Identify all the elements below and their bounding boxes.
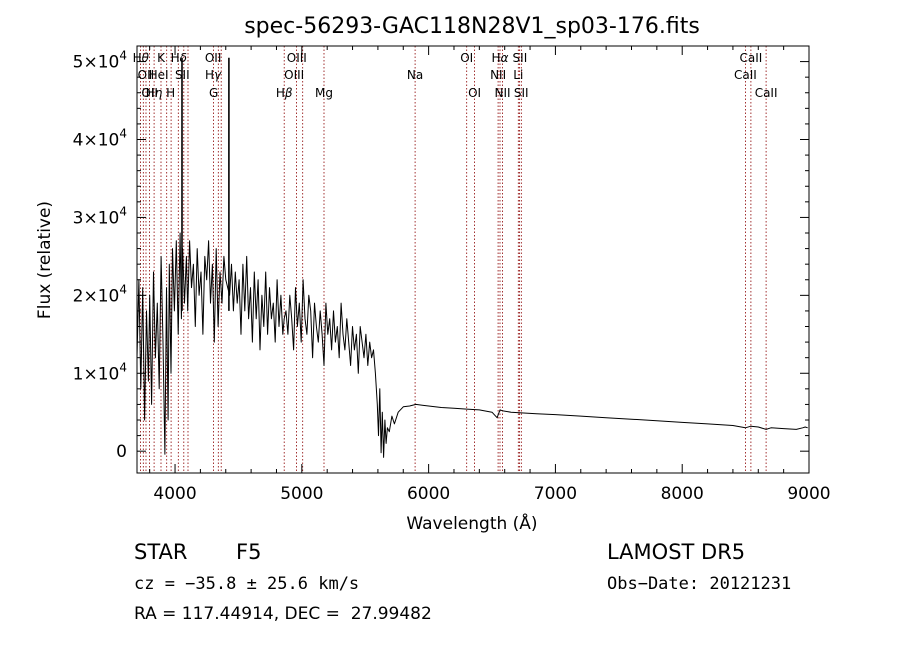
spectrum-series	[136, 57, 808, 458]
line-label-25: CaII	[739, 51, 762, 65]
emission-line-markers	[139, 46, 767, 473]
line-label-22: SII	[513, 51, 528, 65]
line-label-18: OI	[468, 86, 481, 100]
x-tick-label-0: 4000	[153, 484, 196, 504]
line-label-3: Hη	[146, 86, 163, 100]
coordinates: RA = 117.44914, DEC = 27.99482	[134, 604, 432, 624]
line-label-27: CaII	[755, 86, 778, 100]
y-tick-label-5: 5×104	[73, 49, 127, 73]
x-tick-label-4: 8000	[661, 484, 704, 504]
plot-frame	[136, 45, 810, 474]
x-tick-label-5: 9000	[787, 484, 830, 504]
line-label-15: Mg	[315, 86, 333, 100]
y-tick-label-1: 1×104	[73, 360, 127, 384]
emission-line-labels: HθOIIOIIHηKHeIHHδSIIOIIHγGOIIIOIIIHβMgNa…	[133, 51, 778, 100]
x-tick-label-1: 5000	[280, 484, 323, 504]
series-line-0	[136, 232, 808, 458]
y-axis: 0 1×104 2×104 3×104 4×104 5×104	[73, 49, 809, 462]
line-label-13: OIII	[284, 68, 304, 82]
line-label-24: SII	[514, 86, 529, 100]
line-label-2: OII	[141, 86, 158, 100]
line-label-9: OII	[205, 51, 222, 65]
x-axis-label: Wavelength (Å)	[406, 512, 537, 534]
x-tick-label-3: 7000	[534, 484, 577, 504]
line-label-23: Li	[513, 68, 523, 82]
spectral-subclass: F5	[236, 540, 262, 564]
redshift-cz: cz = −35.8 ± 25.6 km/s	[134, 574, 360, 594]
survey-name: LAMOST DR5	[607, 540, 746, 564]
object-class: STAR	[134, 540, 188, 564]
y-axis-label: Flux (relative)	[35, 201, 55, 319]
line-label-6: H	[166, 86, 175, 100]
line-label-21: NII	[494, 86, 510, 100]
chart-title: spec-56293-GAC118N28V1_sp03-176.fits	[244, 14, 700, 39]
line-label-14: Hβ	[276, 86, 293, 100]
line-label-12: OIII	[287, 51, 307, 65]
x-tick-label-2: 6000	[407, 484, 450, 504]
line-label-19: Hα	[492, 51, 509, 65]
line-label-16: Na	[407, 68, 423, 82]
line-label-26: CaII	[734, 68, 757, 82]
line-label-20: NII	[490, 68, 506, 82]
line-label-4: K	[157, 51, 166, 65]
x-axis: 4000 5000 6000 7000 8000 9000	[149, 46, 831, 504]
line-label-17: OI	[460, 51, 473, 65]
y-tick-label-2: 2×104	[73, 282, 127, 306]
line-label-0: Hθ	[133, 51, 150, 65]
line-label-1: OII	[138, 68, 155, 82]
line-label-5: HeI	[149, 68, 169, 82]
line-label-10: Hγ	[205, 68, 222, 82]
y-tick-label-3: 3×104	[73, 204, 127, 228]
y-tick-label-0: 0	[116, 442, 127, 462]
observation-date: Obs−Date: 20121231	[607, 574, 792, 594]
y-tick-label-4: 4×104	[73, 127, 127, 151]
line-label-11: G	[209, 86, 218, 100]
line-label-7: Hδ	[171, 51, 187, 65]
